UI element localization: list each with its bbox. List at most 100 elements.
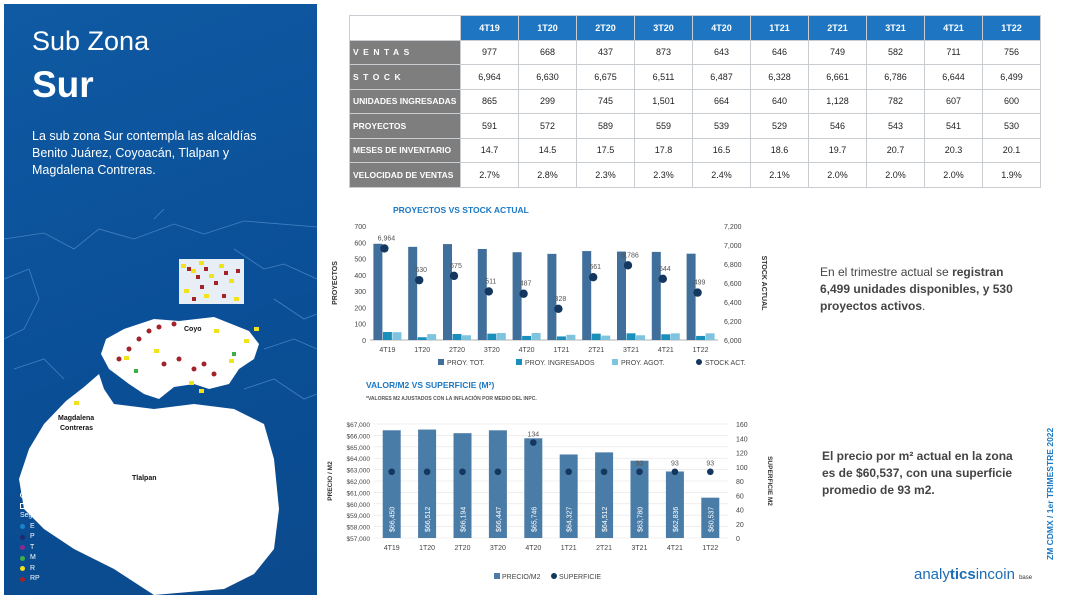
price-bar (453, 433, 472, 538)
table-header-cell: 1T21 (750, 15, 809, 41)
legend-label: PROY. INGRESADOS (525, 360, 595, 367)
y-tick-label: $65,000 (347, 445, 371, 452)
stock-point (484, 287, 493, 296)
table-cell: 6,964 (460, 64, 519, 90)
stock-point (693, 288, 702, 297)
stock-point-label: 511 (485, 278, 496, 285)
legend-label: PRECIO/M2 (502, 574, 541, 581)
table-row: MESES DE INVENTARIO 14.7 14.5 17.5 17.8 16.5 1… (349, 137, 1041, 163)
x-tick-label: 3T20 (484, 347, 500, 354)
stock-point-label: 328 (555, 296, 567, 303)
table-cell: 664 (692, 88, 751, 114)
table-header-cell: 1T20 (518, 15, 577, 41)
y-axis-label: PROYECTOS (332, 261, 339, 305)
surface-point-label: 93 (636, 461, 644, 468)
y2-axis-label: SUPERFICIE M2 (766, 456, 773, 506)
legend-vh: VH (20, 490, 55, 501)
legend-swatch (20, 576, 25, 582)
chart2-note: *VALORES M2 AJUSTADOS CON LA INFLACIÓN P… (366, 396, 537, 402)
zone-description: La sub zona Sur contempla las alcaldías … (32, 129, 257, 177)
table-cell: 2.0% (866, 162, 925, 188)
x-tick-label: 3T20 (490, 545, 506, 552)
y-tick-label: $62,000 (347, 479, 371, 486)
y-tick-label: 700 (354, 224, 366, 231)
table-cell: 14.5 (518, 137, 577, 163)
legend-swatch (20, 545, 25, 551)
table-header-cell: 3T20 (634, 15, 693, 41)
table-cell: 6,328 (750, 64, 809, 90)
legend-item: E (20, 522, 55, 533)
price-vs-surface-chart: $57,000 $58,000 $59,000 $60,000 $61,000 $62,0… (327, 422, 773, 581)
bar-proy-agot (636, 335, 645, 340)
y2-tick-label: 120 (736, 451, 748, 458)
legend-label: T (30, 543, 35, 551)
y-tick-label: 400 (354, 273, 366, 280)
map-label-contreras: Contreras (60, 425, 93, 432)
row-label: STOCK (349, 64, 461, 90)
surface-point (423, 468, 431, 476)
y2-tick-label: 80 (736, 479, 744, 486)
table-cell: 2.0% (924, 162, 983, 188)
y-tick-label: 500 (354, 257, 366, 264)
surface-point (494, 468, 502, 476)
table-cell: 2.1% (750, 162, 809, 188)
y2-tick-label: 6,200 (724, 319, 742, 326)
table-cell: 559 (634, 113, 693, 139)
surface-point-label: 134 (527, 432, 539, 439)
bar-proy-agot (496, 332, 506, 340)
table-row: PROYECTOS 591 572 589 559 539 529 546 543 541 530 (349, 113, 1041, 139)
surface-point (671, 468, 679, 476)
legend-swatch (612, 359, 618, 365)
price-bar-label: $66,450 (390, 507, 397, 532)
legend-label: P (30, 533, 35, 540)
bar-proy-tot (443, 244, 452, 340)
stock-point (415, 275, 424, 285)
y-tick-label: $61,000 (347, 490, 371, 497)
table-cell: 20.1 (982, 137, 1041, 163)
price-bar-label: $60,537 (708, 507, 715, 532)
bar-proy-ingresados (452, 333, 462, 340)
y-tick-label: $66,000 (347, 433, 371, 440)
table-cell: 782 (866, 88, 925, 114)
stock-point-label: 499 (694, 280, 706, 287)
table-cell: 543 (866, 113, 925, 139)
row-label: MESES DE INVENTARIO (349, 137, 461, 163)
legend-label: PROY. TOT. (447, 360, 485, 367)
legend-swatch (20, 524, 25, 530)
y-tick-label: $67,000 (347, 422, 371, 429)
table-cell: 17.5 (576, 137, 635, 163)
svg-text:ZM CDMX / 1er TRIMESTRE 2022: ZM CDMX / 1er TRIMESTRE 2022 (1045, 427, 1055, 560)
table-cell: 6,499 (982, 64, 1041, 90)
y-tick-label: $57,000 (347, 536, 371, 543)
table-cell: 589 (576, 113, 635, 139)
y2-tick-label: 100 (736, 465, 748, 472)
zone-map: Coyo Magdalena Contreras Tlalpan (4, 209, 317, 595)
summary-table: 4T19 1T20 2T20 3T20 4T20 1T21 2T21 3T21 4T21 1T22… (349, 15, 1041, 188)
stock-callout: En el trimestre actual se registran 6,49… (820, 265, 1013, 313)
y2-tick-label: 0 (736, 536, 740, 543)
y2-tick-label: 6,400 (724, 300, 742, 307)
table-cell: 2.4% (692, 162, 751, 188)
price-bar (595, 452, 614, 538)
table-header-cell: 2T21 (808, 15, 867, 41)
price-callout: El precio por m² actual en la zona es de… (822, 449, 1013, 497)
table-cell: 711 (924, 39, 983, 65)
surface-point (459, 468, 466, 476)
bar-proy-tot (512, 252, 522, 340)
stock-point (623, 261, 633, 270)
table-cell: 640 (750, 88, 809, 114)
bar-proy-tot (408, 246, 418, 340)
table-cell: 19.7 (808, 137, 867, 163)
bar-proy-tot (547, 253, 557, 340)
x-tick-label: 3T21 (632, 545, 648, 552)
table-cell: 2.8% (518, 162, 577, 188)
table-cell: 437 (576, 39, 635, 65)
projects-vs-stock-chart: 0 100 200 300 400 500 600 700 6,000 6,200 6,400 6,6… (332, 224, 767, 367)
legend-item: T (20, 543, 55, 554)
table-cell: 6,644 (924, 64, 983, 90)
legend-item: RP (20, 574, 55, 585)
x-tick-label: 1T20 (414, 347, 430, 354)
stock-point-label: 661 (589, 264, 601, 271)
table-row: UNIDADES INGRESADAS 865 299 745 1,501 664 640 1… (349, 88, 1041, 114)
table-cell: 17.8 (634, 137, 693, 163)
